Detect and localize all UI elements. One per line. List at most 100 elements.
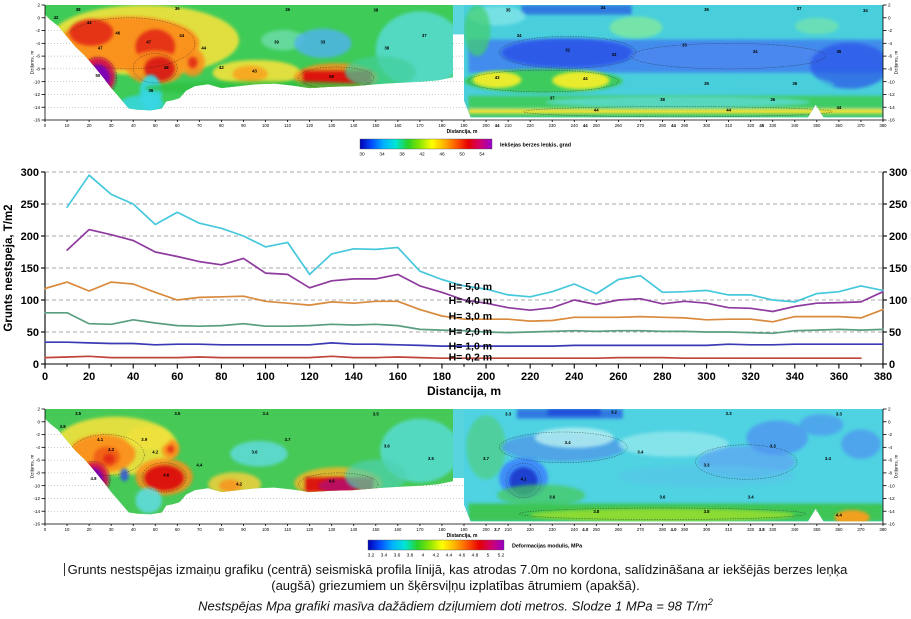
svg-text:-2: -2 — [888, 432, 893, 437]
svg-text:340: 340 — [791, 123, 799, 128]
svg-text:230: 230 — [549, 123, 557, 128]
svg-text:200: 200 — [477, 371, 495, 383]
svg-text:4.6: 4.6 — [459, 553, 466, 559]
svg-text:290: 290 — [681, 527, 689, 532]
svg-text:3.6: 3.6 — [252, 450, 259, 455]
svg-text:4.0: 4.0 — [582, 527, 589, 532]
svg-text:100: 100 — [262, 527, 270, 532]
svg-text:-8: -8 — [36, 470, 41, 475]
y-axis-title: Grunts nestspeja, T/m2 — [3, 204, 15, 331]
axis-tick-labels: 2 20 0-2 -2-4 -4-6 -6-8 -8-10 -10-12 -12-14 -14-1… — [33, 407, 895, 532]
svg-text:44: 44 — [837, 105, 842, 110]
svg-text:-6: -6 — [888, 458, 893, 463]
svg-text:37: 37 — [550, 96, 555, 101]
svg-text:330: 330 — [769, 527, 777, 532]
svg-text:3.7: 3.7 — [483, 456, 490, 461]
svg-text:4.2: 4.2 — [236, 482, 243, 487]
svg-text:50: 50 — [459, 152, 465, 158]
x-axis-title: Distancija, m — [447, 129, 478, 135]
svg-text:30: 30 — [359, 152, 365, 158]
svg-text:50: 50 — [329, 74, 334, 79]
svg-text:220: 220 — [527, 123, 535, 128]
svg-text:4.2: 4.2 — [152, 450, 159, 455]
svg-text:0: 0 — [888, 15, 891, 20]
colorbar-label: Iekšejas berzes leņķis, grad — [500, 143, 571, 149]
svg-text:170: 170 — [416, 123, 424, 128]
svg-text:0: 0 — [33, 359, 39, 371]
svg-text:-10: -10 — [33, 79, 40, 84]
svg-text:38: 38 — [76, 7, 81, 12]
svg-text:-10: -10 — [33, 483, 40, 488]
svg-text:46: 46 — [439, 152, 445, 158]
section-axes — [41, 408, 887, 527]
svg-text:60: 60 — [171, 371, 183, 383]
svg-text:3.8: 3.8 — [759, 527, 766, 532]
svg-text:44: 44 — [671, 123, 676, 128]
svg-text:100: 100 — [889, 295, 907, 307]
svg-text:150: 150 — [889, 263, 907, 275]
svg-text:150: 150 — [21, 263, 39, 275]
svg-text:0: 0 — [888, 419, 891, 424]
svg-text:5.2: 5.2 — [498, 553, 505, 559]
svg-text:360: 360 — [835, 527, 843, 532]
svg-text:39: 39 — [274, 39, 279, 44]
svg-text:3.2: 3.2 — [368, 553, 375, 559]
y-axis-title-right: Dziļums, m — [894, 51, 900, 75]
svg-text:0: 0 — [42, 371, 48, 383]
svg-text:4.2: 4.2 — [433, 553, 440, 559]
svg-text:300: 300 — [889, 167, 907, 179]
chart-axes — [41, 171, 887, 369]
svg-text:20: 20 — [87, 527, 92, 532]
series-labels: H= 5,0 m H= 4,0 m H= 3,0 m H= 2,0 m H= 1,0 m… — [449, 281, 492, 363]
svg-text:120: 120 — [300, 371, 318, 383]
svg-text:3.7: 3.7 — [494, 527, 501, 532]
svg-text:-16: -16 — [888, 522, 895, 527]
svg-text:-14: -14 — [888, 509, 895, 514]
svg-text:20: 20 — [87, 123, 92, 128]
svg-text:300: 300 — [703, 527, 711, 532]
svg-text:190: 190 — [460, 123, 468, 128]
svg-text:130: 130 — [328, 527, 336, 532]
contour-labels: 3.5 3.5 3.4 3.5 3.3 3.2 3.3 3.3 3.8 4.1 4.2 3.9 4.2 4… — [60, 409, 843, 532]
svg-text:-12: -12 — [33, 496, 40, 501]
svg-text:160: 160 — [394, 527, 402, 532]
svg-text:36: 36 — [175, 6, 180, 11]
svg-text:44: 44 — [583, 123, 588, 128]
caption-line-1: Grunts nestspējas izmaiņu grafiku (centr… — [67, 562, 848, 577]
svg-text:350: 350 — [813, 527, 821, 532]
svg-text:20: 20 — [83, 371, 95, 383]
svg-text:-10: -10 — [888, 79, 895, 84]
svg-text:280: 280 — [659, 123, 667, 128]
colorbar-ticks: 30 34 38 42 46 50 54 — [359, 152, 485, 158]
svg-text:36: 36 — [704, 7, 709, 12]
svg-text:30: 30 — [109, 527, 114, 532]
svg-text:320: 320 — [747, 527, 755, 532]
svg-text:4.4: 4.4 — [196, 463, 203, 468]
svg-text:34: 34 — [863, 8, 868, 13]
svg-text:3.6: 3.6 — [384, 443, 391, 448]
svg-text:-2: -2 — [888, 28, 893, 33]
svg-text:3.6: 3.6 — [549, 494, 556, 499]
svg-text:3.4: 3.4 — [565, 440, 572, 445]
svg-text:38: 38 — [373, 7, 378, 12]
svg-text:4.6: 4.6 — [163, 473, 170, 478]
anomaly-blobs-right — [464, 5, 883, 118]
svg-text:3.3: 3.3 — [726, 411, 733, 416]
svg-text:3.3: 3.3 — [704, 463, 711, 468]
svg-text:80: 80 — [215, 371, 227, 383]
svg-text:4.1: 4.1 — [97, 437, 104, 442]
svg-text:34: 34 — [379, 152, 385, 158]
svg-text:90: 90 — [241, 123, 246, 128]
svg-text:-2: -2 — [36, 28, 41, 33]
svg-text:-16: -16 — [33, 118, 40, 123]
svg-text:200: 200 — [482, 123, 490, 128]
series-line-2 — [66, 228, 884, 313]
svg-text:290: 290 — [681, 123, 689, 128]
svg-text:10: 10 — [65, 527, 70, 532]
svg-text:250: 250 — [21, 199, 39, 211]
svg-text:3.8: 3.8 — [60, 424, 67, 429]
svg-text:-16: -16 — [33, 522, 40, 527]
svg-text:43: 43 — [252, 69, 257, 74]
svg-text:160: 160 — [394, 123, 402, 128]
